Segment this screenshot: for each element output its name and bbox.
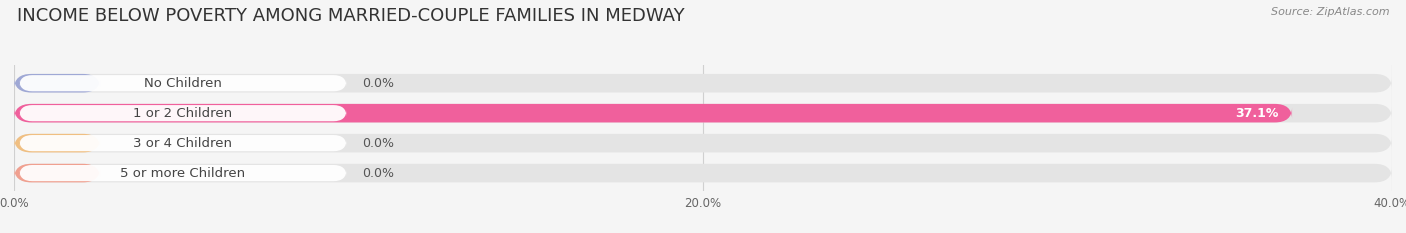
Text: 3 or 4 Children: 3 or 4 Children xyxy=(134,137,232,150)
Text: 0.0%: 0.0% xyxy=(361,137,394,150)
Text: No Children: No Children xyxy=(143,77,222,90)
Text: 0.0%: 0.0% xyxy=(361,167,394,180)
Text: 1 or 2 Children: 1 or 2 Children xyxy=(134,107,232,120)
FancyBboxPatch shape xyxy=(20,165,346,181)
FancyBboxPatch shape xyxy=(14,134,1392,152)
FancyBboxPatch shape xyxy=(14,164,100,182)
Text: INCOME BELOW POVERTY AMONG MARRIED-COUPLE FAMILIES IN MEDWAY: INCOME BELOW POVERTY AMONG MARRIED-COUPL… xyxy=(17,7,685,25)
FancyBboxPatch shape xyxy=(20,75,346,91)
FancyBboxPatch shape xyxy=(20,135,346,151)
FancyBboxPatch shape xyxy=(14,104,1292,123)
FancyBboxPatch shape xyxy=(14,134,100,152)
FancyBboxPatch shape xyxy=(14,74,1392,93)
FancyBboxPatch shape xyxy=(14,104,1392,123)
Text: Source: ZipAtlas.com: Source: ZipAtlas.com xyxy=(1271,7,1389,17)
FancyBboxPatch shape xyxy=(14,164,1392,182)
Text: 37.1%: 37.1% xyxy=(1234,107,1278,120)
FancyBboxPatch shape xyxy=(14,74,100,93)
FancyBboxPatch shape xyxy=(20,105,346,121)
Text: 0.0%: 0.0% xyxy=(361,77,394,90)
Text: 5 or more Children: 5 or more Children xyxy=(121,167,246,180)
